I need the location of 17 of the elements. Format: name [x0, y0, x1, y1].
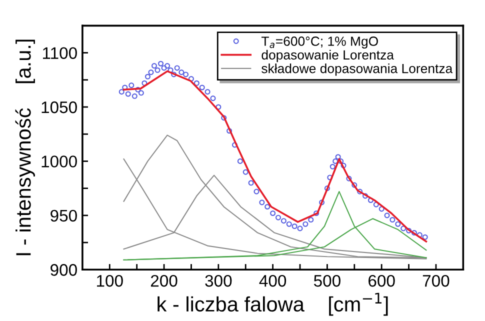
x-tick-label: 200 — [150, 274, 178, 287]
y-tick-label: 900 — [50, 264, 77, 276]
x-tick-label: 400 — [259, 274, 286, 287]
x-tick-label: 500 — [314, 274, 340, 287]
x-tick-label: 300 — [205, 274, 232, 287]
legend-label: dopasowanie Lorentza — [262, 50, 394, 62]
legend-label: składowe dopasowania Lorentza — [262, 64, 453, 76]
y-axis-title: I - intensywność [a.u.] — [15, 40, 35, 256]
x-axis-title: k - liczba falowa [cm$^{−1}$] — [158, 292, 388, 316]
y-tick-label: 1100 — [43, 47, 77, 59]
x-tick-label: 600 — [368, 274, 395, 287]
y-tick-label: 950 — [50, 210, 77, 222]
x-tick-label: 100 — [97, 274, 123, 287]
legend-label: T$_{a}$=600°C; 1% MgO — [261, 36, 378, 49]
y-tick-label: 1050 — [42, 101, 77, 114]
y-tick-label: 1000 — [42, 156, 77, 168]
x-tick-label: 700 — [422, 274, 450, 287]
